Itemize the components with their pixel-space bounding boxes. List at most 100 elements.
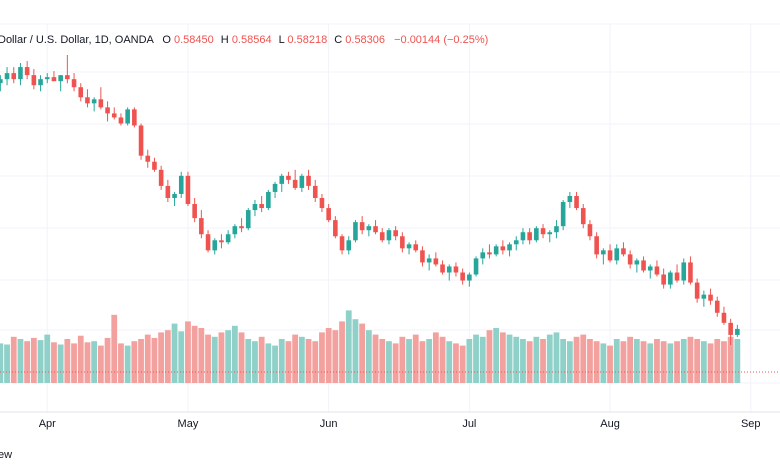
volume-bar — [640, 341, 647, 383]
candle-body — [426, 258, 432, 263]
volume-bar — [647, 343, 654, 383]
candle-body — [473, 258, 479, 275]
volume-bar — [365, 330, 372, 383]
volume-bar — [198, 328, 205, 383]
volume-bar — [231, 325, 238, 383]
x-tick-label: Jun — [320, 418, 338, 430]
candle-body — [714, 300, 720, 313]
candle-body — [467, 274, 472, 281]
volume-bar — [587, 339, 593, 383]
candle-body — [701, 294, 707, 299]
candle-body — [353, 222, 358, 241]
candle-body — [178, 175, 184, 194]
volume-bar — [178, 331, 185, 383]
volume-bar — [359, 323, 366, 383]
volume-bar — [205, 334, 211, 383]
volume-bar — [118, 343, 124, 383]
candle-body — [641, 260, 646, 271]
volume-bar — [131, 341, 138, 383]
candlesticks — [0, 55, 740, 345]
candle-body — [379, 232, 385, 241]
volume-bar — [680, 339, 687, 383]
volume-bar — [278, 339, 285, 383]
candle-body — [534, 228, 539, 241]
volume-bar — [104, 337, 111, 383]
open-value: 0.58450 — [174, 34, 214, 46]
candle-body — [406, 244, 412, 249]
volume-bar — [721, 341, 727, 383]
x-tick-label: Sep — [741, 418, 761, 430]
candle-body — [91, 99, 97, 104]
candle-body — [326, 208, 331, 221]
candle-body — [634, 260, 640, 265]
volume-bar — [325, 328, 332, 383]
candle-body — [346, 240, 352, 251]
candle-body — [292, 179, 298, 188]
volume-bar — [10, 336, 17, 383]
candle-body — [272, 183, 278, 192]
volume-bar — [566, 341, 573, 383]
volume-bar — [687, 336, 694, 383]
candle-body — [520, 232, 526, 241]
volume-bar — [57, 344, 64, 383]
volume-bar — [520, 339, 526, 383]
volume-bar — [573, 336, 580, 383]
volume-bar — [479, 336, 486, 383]
candle-body — [4, 73, 10, 80]
volume-bar — [493, 328, 500, 383]
candle-body — [487, 252, 492, 255]
brand-fragment: ew — [0, 449, 12, 461]
volume-bar — [459, 345, 466, 383]
volume-bar — [439, 336, 446, 383]
x-tick-label: May — [178, 418, 199, 430]
volume-bar — [620, 341, 627, 383]
volume-bar — [540, 339, 546, 383]
candle-body — [125, 109, 130, 124]
candle-body — [333, 220, 338, 237]
candle-body — [694, 282, 700, 299]
volume-bar — [392, 343, 399, 383]
volume-bar — [453, 343, 459, 383]
candle-body — [580, 208, 586, 225]
volume-bar — [144, 334, 151, 383]
volume-bar — [51, 342, 57, 383]
candle-body — [252, 204, 258, 211]
volume-bar — [654, 339, 660, 383]
volume-bar — [412, 334, 419, 383]
volume-bar — [399, 336, 406, 383]
candle-body — [527, 232, 532, 241]
volume-bar — [245, 339, 252, 383]
volume-bar — [30, 337, 37, 383]
volume-bar — [607, 345, 613, 383]
close-label: C — [334, 34, 342, 46]
volume-bar — [44, 334, 51, 383]
candle-body — [400, 236, 405, 249]
volume-bar — [506, 334, 513, 383]
candle-body — [460, 272, 465, 281]
volume-bar — [613, 339, 620, 383]
volume-bar — [191, 325, 198, 383]
candle-body — [507, 244, 512, 251]
candle-body — [453, 266, 459, 273]
candle-body — [145, 155, 151, 162]
candle-body — [118, 117, 124, 124]
volume-bar — [560, 339, 567, 383]
volume-bar — [305, 339, 312, 383]
volume-bar — [185, 321, 191, 383]
volume-bar — [77, 335, 84, 383]
candle-body — [185, 175, 191, 205]
volume-bar — [600, 343, 607, 383]
volume-bar — [707, 343, 714, 383]
volume-bar — [345, 310, 352, 383]
volume-bar — [593, 341, 600, 383]
candle-body — [152, 161, 157, 170]
volume-bar — [218, 332, 225, 383]
x-tick-label: Jul — [462, 418, 476, 430]
candle-body — [373, 226, 378, 233]
volume-bar — [298, 336, 305, 383]
candle-body — [668, 272, 673, 285]
candle-body — [58, 75, 63, 82]
candle-body — [601, 250, 606, 255]
candle-body — [654, 266, 660, 275]
